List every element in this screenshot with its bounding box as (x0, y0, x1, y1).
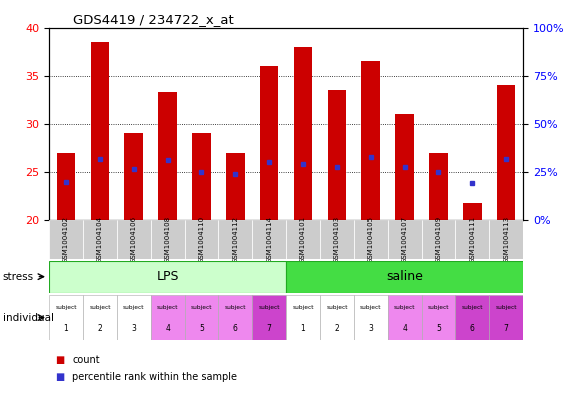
Bar (252, 295, 286, 340)
Bar (49, 295, 83, 340)
Bar (421, 220, 455, 259)
Text: GDS4419 / 234722_x_at: GDS4419 / 234722_x_at (73, 13, 234, 26)
Text: subject: subject (428, 305, 449, 310)
Text: 5: 5 (199, 324, 204, 333)
Bar (252, 220, 286, 259)
Text: GSM1004113: GSM1004113 (503, 216, 509, 263)
Bar (489, 295, 523, 340)
Bar (83, 295, 117, 340)
Bar (49, 220, 83, 259)
Bar (354, 295, 388, 340)
Text: GSM1004105: GSM1004105 (368, 216, 374, 263)
Text: subject: subject (123, 305, 144, 310)
Bar (57, 152, 75, 220)
Bar (218, 220, 252, 259)
Text: subject: subject (258, 305, 280, 310)
Bar (455, 220, 489, 259)
Bar (463, 203, 481, 220)
Bar (395, 114, 414, 220)
Bar (260, 66, 279, 220)
Text: 2: 2 (335, 324, 339, 333)
Text: subject: subject (495, 305, 517, 310)
Bar (184, 220, 218, 259)
Bar (328, 90, 346, 220)
Text: GSM1004108: GSM1004108 (165, 216, 171, 263)
Bar (489, 220, 523, 259)
Bar (354, 220, 388, 259)
Text: subject: subject (292, 305, 314, 310)
Text: GSM1004106: GSM1004106 (131, 216, 137, 263)
Bar (455, 295, 489, 340)
Bar (497, 85, 516, 220)
Text: 1: 1 (301, 324, 305, 333)
Text: LPS: LPS (157, 270, 179, 283)
Bar (361, 61, 380, 220)
Bar (286, 220, 320, 259)
Bar (83, 220, 117, 259)
Bar (320, 295, 354, 340)
Text: count: count (72, 354, 100, 365)
Text: subject: subject (191, 305, 212, 310)
Bar (124, 133, 143, 220)
Text: 3: 3 (368, 324, 373, 333)
Text: GSM1004111: GSM1004111 (469, 216, 475, 263)
Bar (286, 295, 320, 340)
Bar (388, 295, 421, 340)
Text: subject: subject (89, 305, 110, 310)
Text: 5: 5 (436, 324, 441, 333)
Text: 7: 7 (503, 324, 509, 333)
Text: GSM1004114: GSM1004114 (266, 216, 272, 263)
Bar (151, 295, 184, 340)
Bar (117, 220, 151, 259)
Bar (421, 295, 455, 340)
Bar (151, 220, 184, 259)
Text: GSM1004101: GSM1004101 (300, 216, 306, 263)
Text: GSM1004109: GSM1004109 (435, 216, 442, 263)
Text: subject: subject (462, 305, 483, 310)
Text: individual: individual (3, 312, 54, 323)
Text: 7: 7 (266, 324, 272, 333)
Text: subject: subject (326, 305, 347, 310)
Text: GSM1004107: GSM1004107 (402, 216, 407, 263)
Text: subject: subject (360, 305, 381, 310)
Text: 2: 2 (98, 324, 102, 333)
Text: GSM1004110: GSM1004110 (198, 216, 205, 263)
Bar (192, 133, 211, 220)
Bar (429, 152, 448, 220)
Text: subject: subject (157, 305, 179, 310)
Bar (218, 295, 252, 340)
Text: 6: 6 (233, 324, 238, 333)
Bar (158, 92, 177, 220)
Text: 3: 3 (131, 324, 136, 333)
Bar (226, 152, 244, 220)
Text: 4: 4 (402, 324, 407, 333)
Bar (294, 47, 312, 220)
Text: stress: stress (3, 272, 34, 282)
Bar (91, 42, 109, 220)
Bar (184, 295, 218, 340)
Text: percentile rank within the sample: percentile rank within the sample (72, 372, 237, 382)
Text: subject: subject (225, 305, 246, 310)
Text: GSM1004104: GSM1004104 (97, 216, 103, 263)
Text: subject: subject (394, 305, 416, 310)
Text: GSM1004102: GSM1004102 (63, 216, 69, 263)
Bar (388, 220, 421, 259)
Bar (49, 261, 286, 293)
Text: GSM1004112: GSM1004112 (232, 216, 238, 263)
Text: subject: subject (55, 305, 77, 310)
Bar (117, 295, 151, 340)
Bar (320, 220, 354, 259)
Text: ■: ■ (55, 354, 64, 365)
Text: GSM1004103: GSM1004103 (334, 216, 340, 263)
Text: 1: 1 (64, 324, 68, 333)
Bar (286, 261, 523, 293)
Text: 6: 6 (470, 324, 475, 333)
Text: ■: ■ (55, 372, 64, 382)
Text: saline: saline (386, 270, 423, 283)
Text: 4: 4 (165, 324, 170, 333)
